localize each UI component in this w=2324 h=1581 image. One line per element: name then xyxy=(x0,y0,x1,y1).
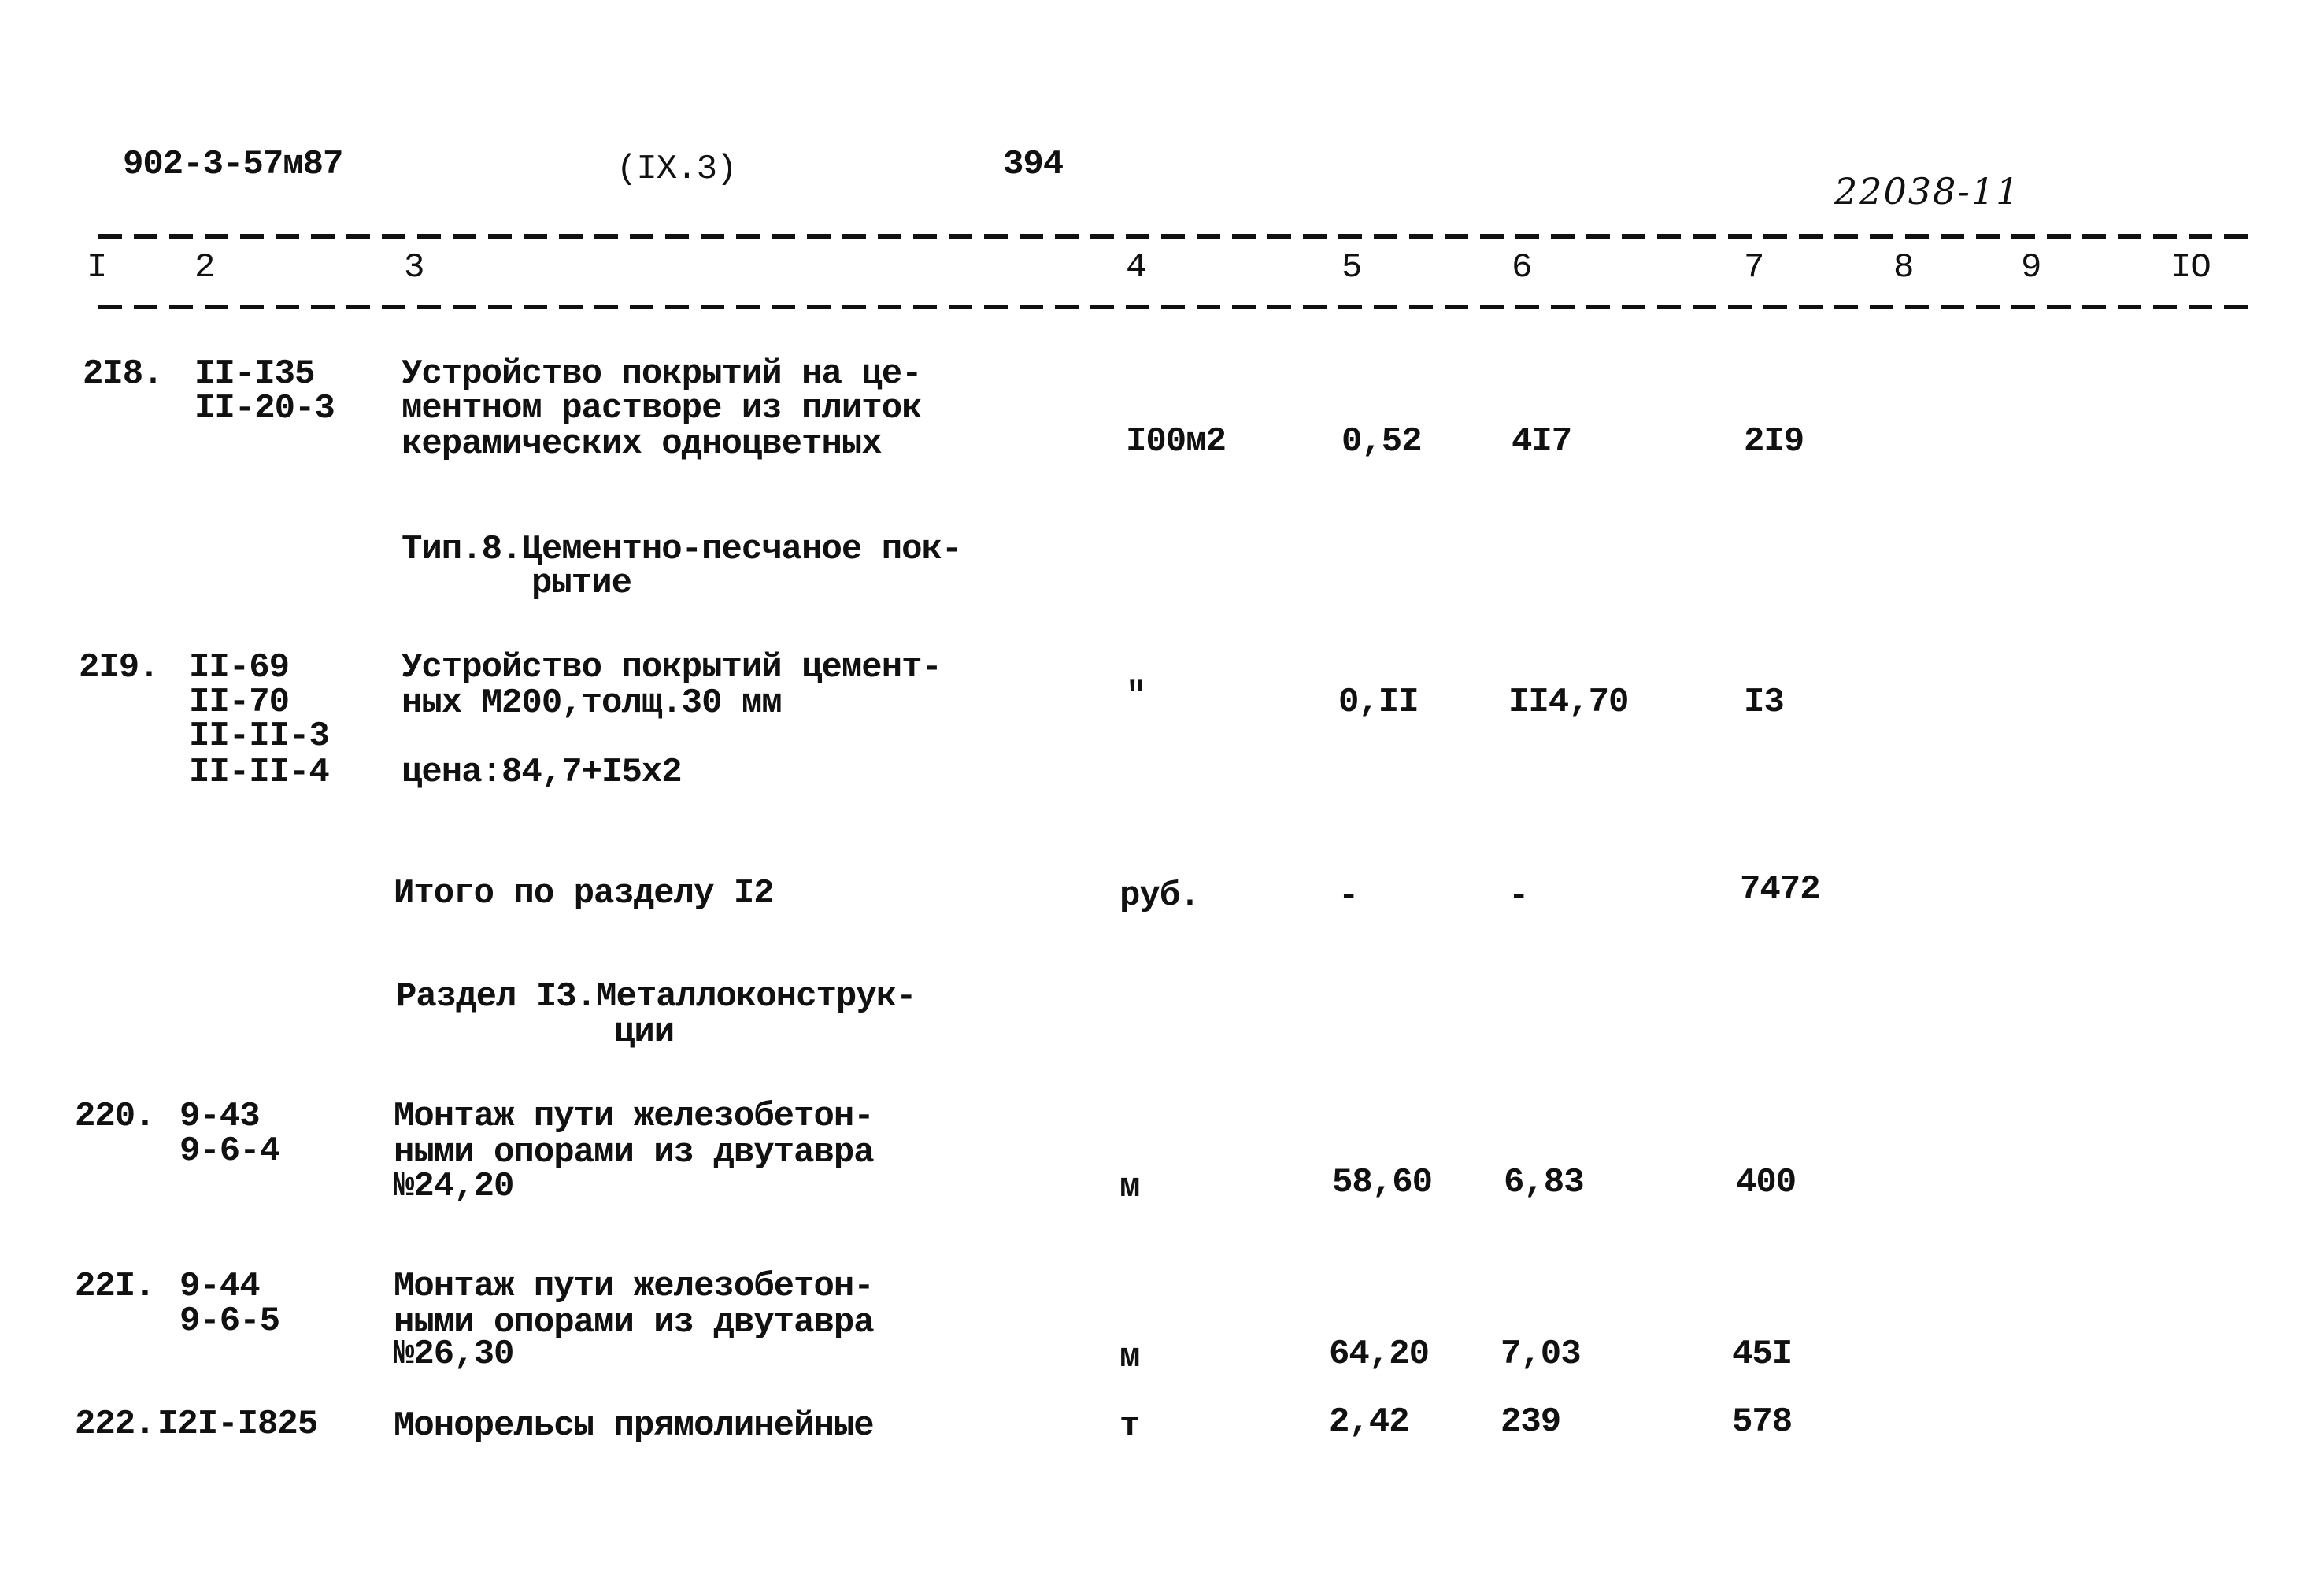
header-bottom-rule xyxy=(98,305,2252,309)
column-header-7: 7 xyxy=(1744,248,1764,287)
column-header-3: 3 xyxy=(404,248,424,287)
column-header-5: 5 xyxy=(1341,248,1362,287)
handwritten-number: 22038-11 xyxy=(1834,170,2021,213)
row-code: 9-44 xyxy=(179,1267,261,1306)
subsection-heading: рытие xyxy=(531,564,632,603)
section-heading: Раздел I3.Металлоконструк- xyxy=(396,977,917,1016)
row-number: 22I. xyxy=(75,1267,156,1306)
column-header-4: 4 xyxy=(1126,248,1146,287)
row-description: Монтаж пути железобетон- xyxy=(394,1267,875,1306)
row-description: №26,30 xyxy=(394,1335,514,1374)
row-code: II-II-4 xyxy=(189,753,330,792)
row-code: 9-6-5 xyxy=(179,1301,280,1341)
column-header-2: 2 xyxy=(194,248,215,287)
row-price: 4I7 xyxy=(1512,422,1572,461)
row-code: II-I35 xyxy=(194,354,315,394)
row-description: №24,20 xyxy=(394,1167,514,1206)
row-quantity: 2,42 xyxy=(1329,1402,1410,1442)
row-quantity: 58,60 xyxy=(1332,1163,1433,1202)
row-unit: т xyxy=(1119,1407,1140,1446)
document-code: 902-3-57м87 xyxy=(123,145,343,184)
row-price: II4,70 xyxy=(1508,683,1629,722)
row-unit: I00м2 xyxy=(1126,422,1227,461)
row-total: 578 xyxy=(1732,1402,1793,1442)
subsection-heading: Тип.8.Цементно-песчаное пок- xyxy=(402,530,962,569)
row-code: 9-6-4 xyxy=(179,1131,280,1171)
row-number: 222. xyxy=(75,1405,156,1444)
row-description: ными опорами из двутавра xyxy=(394,1303,875,1342)
row-quantity: 0,52 xyxy=(1341,422,1423,461)
row-code: II-70 xyxy=(189,683,290,722)
header-top-rule xyxy=(98,234,2252,239)
row-total: 45I xyxy=(1732,1335,1793,1374)
row-number: 2I9. xyxy=(79,648,160,687)
row-unit: руб. xyxy=(1119,876,1201,916)
column-header-1: I xyxy=(87,248,107,287)
row-code: II-69 xyxy=(189,648,290,687)
section-reference: (IX.3) xyxy=(616,150,737,189)
row-price: - xyxy=(1508,876,1529,916)
row-number: 220. xyxy=(75,1097,156,1136)
row-quantity: 64,20 xyxy=(1329,1335,1430,1374)
row-note: цена:84,7+I5х2 xyxy=(402,753,683,792)
summary-label: Итого по разделу I2 xyxy=(394,874,775,913)
column-header-6: 6 xyxy=(1512,248,1532,287)
row-code: II-II-3 xyxy=(189,716,330,756)
row-total: 400 xyxy=(1736,1163,1797,1202)
row-price: 6,83 xyxy=(1504,1163,1585,1202)
row-total: 7472 xyxy=(1740,870,1821,909)
row-description: Монорельсы прямолинейные xyxy=(394,1406,875,1446)
column-header-8: 8 xyxy=(1893,248,1914,287)
row-unit: " xyxy=(1126,676,1146,716)
section-heading: ции xyxy=(614,1013,675,1052)
row-code: 9-43 xyxy=(179,1097,261,1136)
row-unit: м xyxy=(1119,1338,1140,1377)
row-unit: м xyxy=(1119,1168,1140,1207)
row-code: I2I-I825 xyxy=(157,1405,318,1444)
row-code: II-20-3 xyxy=(194,389,335,428)
column-header-9: 9 xyxy=(2021,248,2041,287)
row-description: Устройство покрытий на це- xyxy=(402,354,923,394)
row-price: 239 xyxy=(1501,1402,1561,1442)
row-description: ными опорами из двутавра xyxy=(394,1133,875,1172)
row-number: 2I8. xyxy=(83,354,164,394)
page-number: 394 xyxy=(1003,145,1064,184)
row-quantity: - xyxy=(1338,876,1359,916)
row-description: Устройство покрытий цемент- xyxy=(402,648,942,687)
row-quantity: 0,II xyxy=(1338,683,1419,722)
row-description: Монтаж пути железобетон- xyxy=(394,1097,875,1136)
row-description: ментном растворе из плиток xyxy=(402,389,923,428)
row-total: I3 xyxy=(1744,683,1785,722)
row-total: 2I9 xyxy=(1744,422,1804,461)
row-description: керамических одноцветных xyxy=(402,424,883,464)
column-header-10: IO xyxy=(2170,248,2211,287)
row-description: ных М200,толщ.30 мм xyxy=(402,683,783,723)
row-price: 7,03 xyxy=(1501,1335,1582,1374)
